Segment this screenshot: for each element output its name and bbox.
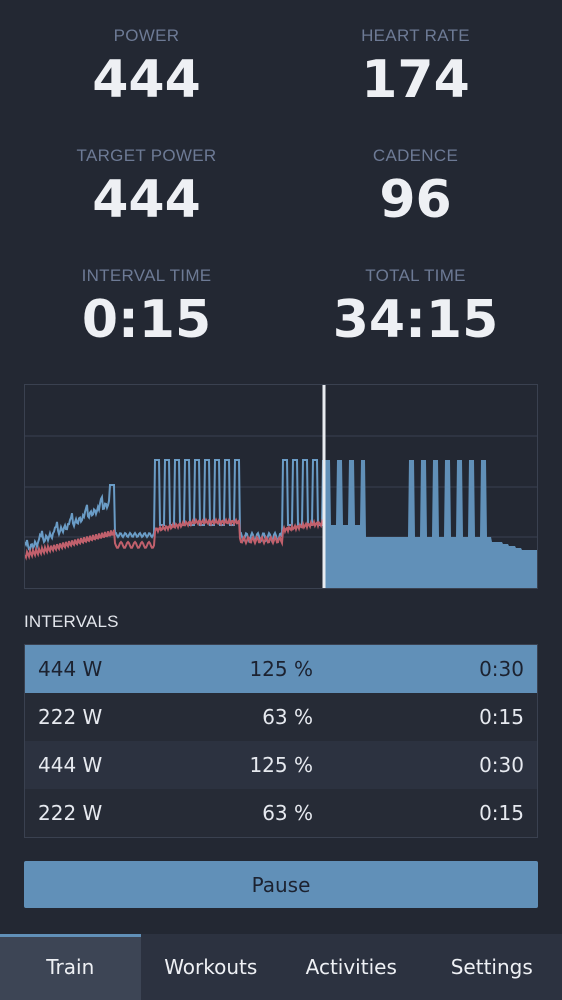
interval-row-3[interactable]: 444 W 125 % 0:30 <box>25 741 537 789</box>
interval-duration: 0:30 <box>479 657 524 681</box>
interval-time-label: INTERVAL TIME <box>81 266 212 285</box>
target-power-stat: TARGET POWER 444 <box>6 145 287 230</box>
heart-rate-value: 174 <box>361 50 470 110</box>
interval-duration: 0:15 <box>479 705 524 729</box>
interval-watts: 444 W <box>38 657 103 681</box>
interval-row-1[interactable]: 444 W 125 % 0:30 <box>25 645 537 693</box>
interval-watts: 222 W <box>38 801 103 825</box>
interval-row-4[interactable]: 222 W 63 % 0:15 <box>25 789 537 837</box>
interval-percent: 125 % <box>249 753 313 777</box>
interval-duration: 0:30 <box>479 753 524 777</box>
interval-watts: 222 W <box>38 705 103 729</box>
power-line <box>25 459 324 552</box>
interval-time-value: 0:15 <box>81 290 212 350</box>
pause-button[interactable]: Pause <box>24 861 538 908</box>
workout-chart-svg <box>25 385 537 588</box>
power-value: 444 <box>92 50 201 110</box>
tab-train[interactable]: Train <box>0 934 141 1000</box>
tab-workouts[interactable]: Workouts <box>164 955 258 979</box>
cadence-value: 96 <box>379 170 452 230</box>
heart-rate-label: HEART RATE <box>361 26 470 45</box>
tab-settings[interactable]: Settings <box>450 955 533 979</box>
power-label: POWER <box>113 26 180 45</box>
interval-percent: 63 % <box>262 705 313 729</box>
target-power-value: 444 <box>92 170 201 230</box>
interval-watts: 444 W <box>38 753 103 777</box>
intervals-table: 444 W 125 % 0:30 222 W 63 % 0:15 444 W 1… <box>24 644 538 838</box>
cadence-label: CADENCE <box>372 146 459 165</box>
bottom-tab-bar: Train Workouts Activities Settings <box>0 934 562 1000</box>
target-power-label: TARGET POWER <box>76 146 217 165</box>
workout-chart <box>24 384 538 589</box>
heart-rate-line <box>25 517 324 561</box>
intervals-title: INTERVALS <box>24 612 119 631</box>
interval-row-2[interactable]: 222 W 63 % 0:15 <box>25 693 537 741</box>
interval-percent: 125 % <box>249 657 313 681</box>
total-time-stat: TOTAL TIME 34:15 <box>275 265 556 350</box>
tab-activities[interactable]: Activities <box>305 955 397 979</box>
interval-time-stat: INTERVAL TIME 0:15 <box>6 265 287 350</box>
power-stat: POWER 444 <box>6 25 287 110</box>
target-power-area <box>325 460 537 588</box>
interval-percent: 63 % <box>262 801 313 825</box>
interval-duration: 0:15 <box>479 801 524 825</box>
cadence-stat: CADENCE 96 <box>275 145 556 230</box>
total-time-label: TOTAL TIME <box>365 266 466 285</box>
heart-rate-stat: HEART RATE 174 <box>275 25 556 110</box>
total-time-value: 34:15 <box>332 290 499 350</box>
